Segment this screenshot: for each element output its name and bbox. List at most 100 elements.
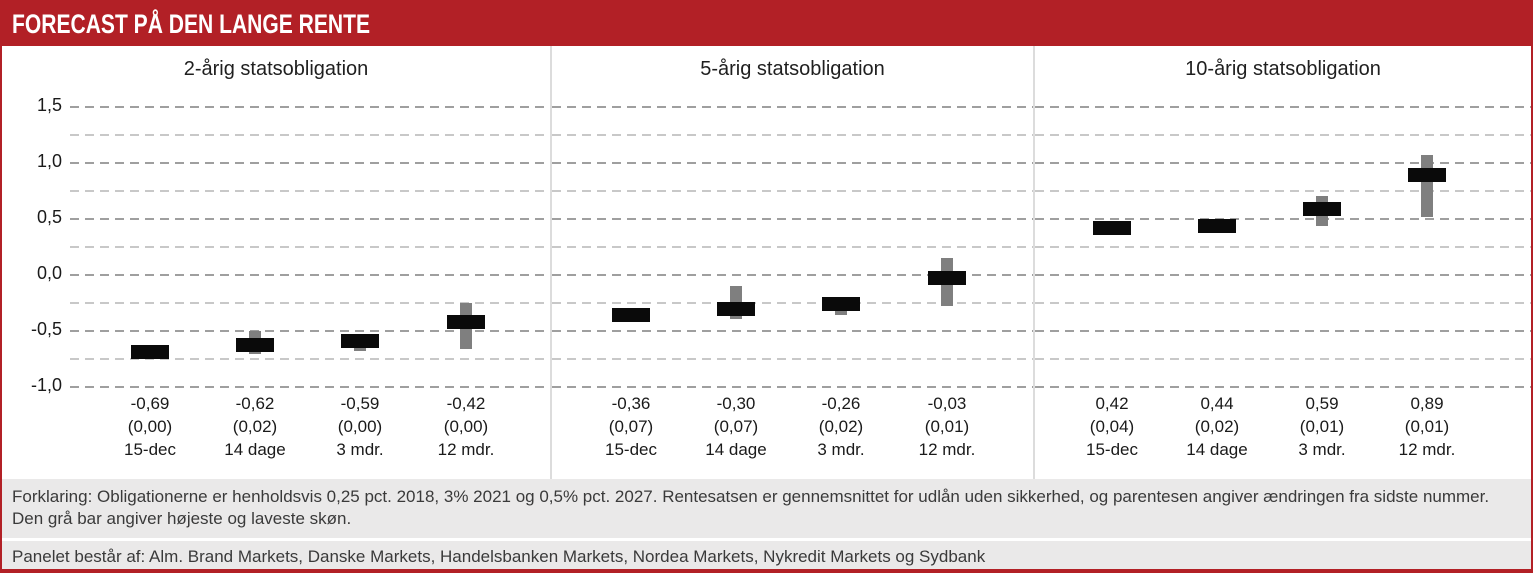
footer-explanation: Forklaring: Obligationerne er henholdsvi… bbox=[12, 487, 1490, 528]
gridline bbox=[70, 330, 550, 333]
gridline bbox=[70, 386, 550, 389]
page-title: FORECAST PÅ DEN LANGE RENTE bbox=[12, 8, 371, 39]
panel-title: 5-årig statsobligation bbox=[700, 58, 885, 80]
forecast-bar bbox=[928, 271, 966, 286]
category-label-line: (0,02) bbox=[818, 417, 864, 436]
category-label-line: -0,42 bbox=[446, 394, 486, 413]
forecast-bar bbox=[1303, 201, 1341, 216]
gridline bbox=[1035, 133, 1531, 136]
forecast-bar bbox=[717, 301, 755, 316]
forecast-bar bbox=[447, 315, 485, 330]
gridline bbox=[552, 245, 1033, 248]
category-label: 0,89 (0,01) 12 mdr. bbox=[1372, 392, 1482, 461]
category-label-line: (0,02) bbox=[1194, 417, 1240, 436]
category-label-line: 0,44 bbox=[1200, 394, 1234, 413]
gridline bbox=[1035, 245, 1531, 248]
panel-title: 10-årig statsobligation bbox=[1185, 58, 1381, 80]
category-label-line: (0,04) bbox=[1089, 417, 1135, 436]
gridline bbox=[1035, 302, 1531, 305]
category-label: -0,69 (0,00) 15-dec bbox=[95, 392, 205, 461]
gridline bbox=[552, 330, 1033, 333]
gridline bbox=[70, 217, 550, 220]
category-label-line: -0,30 bbox=[716, 394, 756, 413]
category-label-line: 12 mdr. bbox=[437, 440, 495, 459]
category-label-line: 15-dec bbox=[1086, 440, 1138, 459]
category-label-line: 15-dec bbox=[124, 440, 176, 459]
forecast-bar bbox=[612, 308, 650, 323]
category-label-line: -0,26 bbox=[821, 394, 861, 413]
category-label: -0,36 (0,07) 15-dec bbox=[576, 392, 686, 461]
gridline bbox=[70, 245, 550, 248]
y-axis-tick-label: 0,0 bbox=[36, 263, 62, 283]
category-label: 0,42 (0,04) 15-dec bbox=[1057, 392, 1167, 461]
gridline bbox=[70, 302, 550, 305]
category-label-line: 14 dage bbox=[224, 440, 286, 459]
gridline bbox=[70, 161, 550, 164]
gridline bbox=[1035, 105, 1531, 108]
gridline bbox=[552, 133, 1033, 136]
category-label-line: -0,62 bbox=[235, 394, 275, 413]
gridline bbox=[1035, 274, 1531, 276]
gridline bbox=[1035, 386, 1531, 389]
category-label-line: 14 dage bbox=[1186, 440, 1248, 459]
category-label-line: -0,03 bbox=[927, 394, 967, 413]
gridline bbox=[1035, 161, 1531, 164]
gridline bbox=[552, 386, 1033, 389]
y-axis-tick-label: -0,5 bbox=[30, 319, 62, 340]
category-label-line: 0,59 bbox=[1305, 394, 1339, 413]
category-label: 0,44 (0,02) 14 dage bbox=[1162, 392, 1272, 461]
forecast-bar bbox=[1093, 220, 1131, 235]
panel-divider bbox=[550, 46, 552, 479]
forecast-bar bbox=[341, 334, 379, 349]
gridline bbox=[552, 302, 1033, 305]
forecast-bar bbox=[822, 297, 860, 312]
gridline bbox=[552, 358, 1033, 361]
gridline bbox=[552, 189, 1033, 192]
category-label-line: 0,42 bbox=[1095, 394, 1129, 413]
category-label-line: 12 mdr. bbox=[918, 440, 976, 459]
category-label: 0,59 (0,01) 3 mdr. bbox=[1267, 392, 1377, 461]
gridline bbox=[1035, 189, 1531, 192]
category-label-line: -0,36 bbox=[611, 394, 651, 413]
category-label: -0,59 (0,00) 3 mdr. bbox=[305, 392, 415, 461]
title-bar: FORECAST PÅ DEN LANGE RENTE bbox=[2, 2, 1531, 46]
gridline bbox=[1035, 217, 1531, 220]
category-label-line: (0,00) bbox=[337, 417, 383, 436]
category-label-line: 12 mdr. bbox=[1398, 440, 1456, 459]
panel-title: 2-årig statsobligation bbox=[183, 58, 369, 80]
estimate-range-bar bbox=[1421, 154, 1433, 217]
category-label: -0,42 (0,00) 12 mdr. bbox=[411, 392, 521, 461]
gridline bbox=[552, 274, 1033, 276]
category-label-line: 0,89 bbox=[1410, 394, 1444, 413]
category-label: -0,30 (0,07) 14 dage bbox=[681, 392, 791, 461]
category-label-line: 14 dage bbox=[705, 440, 767, 459]
category-label: -0,03 (0,01) 12 mdr. bbox=[892, 392, 1002, 461]
gridline bbox=[1035, 330, 1531, 333]
category-label-line: 3 mdr. bbox=[817, 440, 865, 459]
gridline bbox=[70, 189, 550, 192]
category-label: -0,62 (0,02) 14 dage bbox=[200, 392, 310, 461]
category-label-line: (0,01) bbox=[1299, 417, 1345, 436]
y-axis-tick-label: 1,0 bbox=[36, 150, 62, 171]
footer-panel-members: Panelet består af: Alm. Brand Markets, D… bbox=[2, 538, 1531, 569]
category-label-line: (0,07) bbox=[713, 417, 759, 436]
gridline bbox=[552, 161, 1033, 164]
y-axis-tick-label: 0,5 bbox=[36, 206, 62, 227]
panel-divider bbox=[1033, 46, 1035, 479]
gridline bbox=[70, 105, 550, 108]
category-label: -0,26 (0,02) 3 mdr. bbox=[786, 392, 896, 461]
forecast-bar bbox=[1408, 168, 1446, 183]
y-axis-tick-label: 1,5 bbox=[36, 94, 62, 115]
gridline bbox=[70, 358, 550, 361]
category-label-line: 15-dec bbox=[605, 440, 657, 459]
category-label-line: -0,69 bbox=[130, 394, 170, 413]
gridline bbox=[70, 274, 550, 276]
category-label-line: 3 mdr. bbox=[336, 440, 384, 459]
category-label-line: (0,00) bbox=[443, 417, 489, 436]
category-label-line: -0,59 bbox=[340, 394, 380, 413]
category-label-line: 3 mdr. bbox=[1298, 440, 1346, 459]
forecast-bar bbox=[131, 345, 169, 360]
forecast-bar bbox=[1198, 218, 1236, 233]
gridline bbox=[552, 105, 1033, 108]
